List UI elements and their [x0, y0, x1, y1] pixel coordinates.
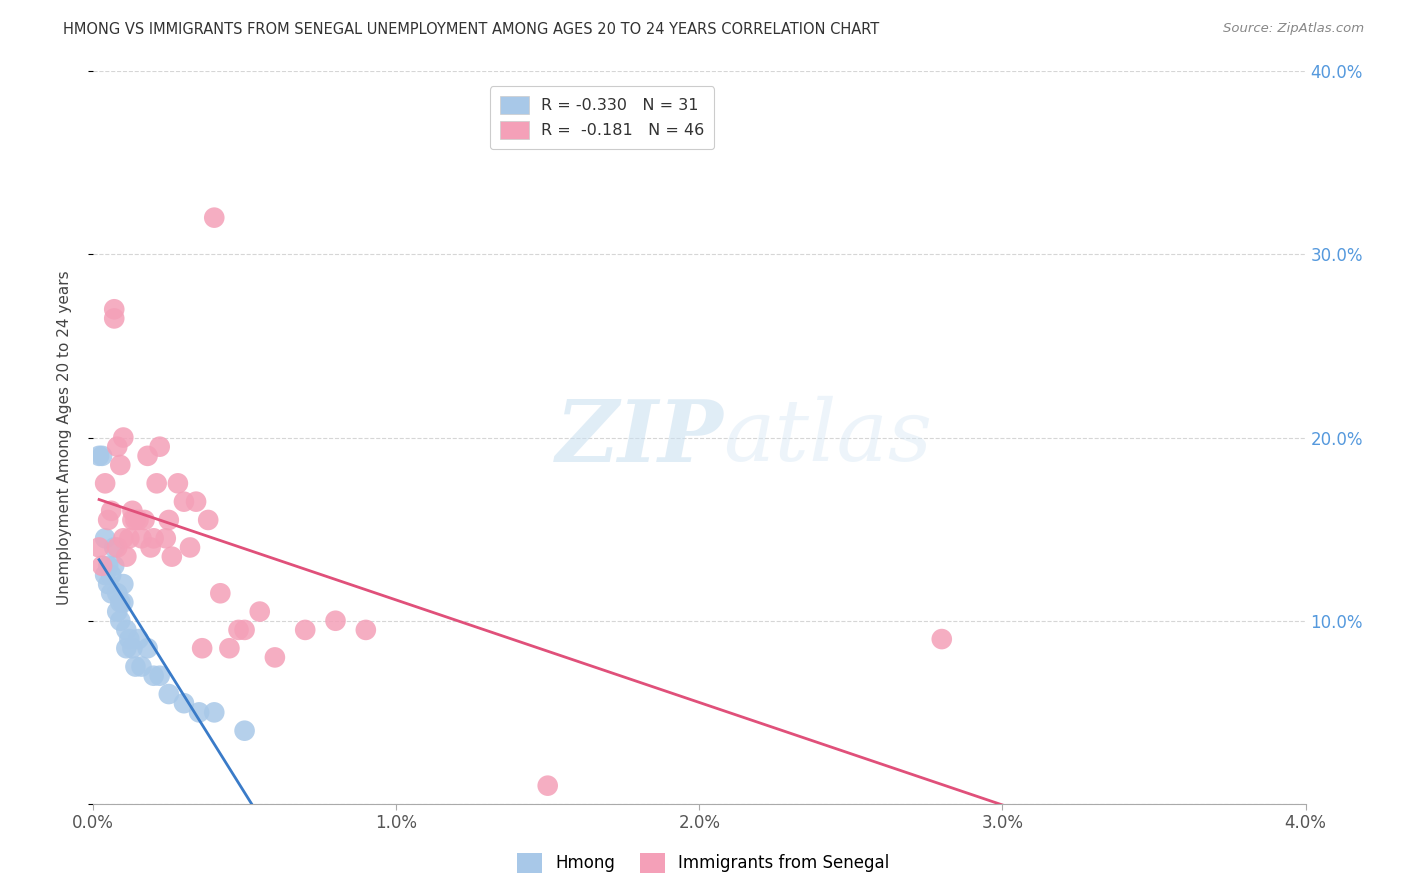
Point [100, 504, 122, 518]
Point [228, 623, 250, 637]
Point [149, 669, 172, 683]
Point [103, 302, 125, 317]
Point [202, 211, 225, 225]
Point [100, 568, 122, 582]
Point [124, 659, 146, 673]
Point [233, 723, 256, 738]
Text: HMONG VS IMMIGRANTS FROM SENEGAL UNEMPLOYMENT AMONG AGES 20 TO 24 YEARS CORRELAT: HMONG VS IMMIGRANTS FROM SENEGAL UNEMPLO… [63, 22, 880, 37]
Point [100, 586, 122, 600]
Point [112, 531, 135, 545]
Point [121, 513, 143, 527]
Point [110, 458, 132, 472]
Point [112, 577, 135, 591]
Point [115, 623, 138, 637]
Legend: R = -0.330   N = 31, R =  -0.181   N = 46: R = -0.330 N = 31, R = -0.181 N = 46 [491, 87, 714, 149]
Legend: Hmong, Immigrants from Senegal: Hmong, Immigrants from Senegal [510, 847, 896, 880]
Point [115, 549, 138, 564]
Point [94, 531, 117, 545]
Point [94, 568, 117, 582]
Point [103, 311, 125, 326]
Point [91, 558, 114, 573]
Point [121, 641, 143, 656]
Point [325, 614, 347, 628]
Point [97, 558, 120, 573]
Point [127, 513, 149, 527]
Point [145, 476, 167, 491]
Point [167, 476, 190, 491]
Point [179, 541, 201, 555]
Point [131, 531, 153, 545]
Point [218, 641, 240, 656]
Point [191, 641, 214, 656]
Point [91, 449, 114, 463]
Point [131, 659, 153, 673]
Point [136, 449, 159, 463]
Point [105, 605, 128, 619]
Point [184, 494, 207, 508]
Point [264, 650, 287, 665]
Point [103, 541, 125, 555]
Point [121, 504, 143, 518]
Point [155, 531, 177, 545]
Point [97, 577, 120, 591]
Point [157, 513, 180, 527]
Text: ZIP: ZIP [555, 396, 724, 479]
Point [105, 440, 128, 454]
Point [139, 541, 162, 555]
Text: Source: ZipAtlas.com: Source: ZipAtlas.com [1223, 22, 1364, 36]
Point [118, 632, 141, 646]
Point [118, 531, 141, 545]
Point [354, 623, 377, 637]
Point [124, 513, 146, 527]
Point [115, 641, 138, 656]
Point [105, 586, 128, 600]
Point [127, 632, 149, 646]
Point [537, 779, 560, 793]
Point [173, 494, 195, 508]
Point [136, 641, 159, 656]
Point [294, 623, 316, 637]
Point [188, 706, 211, 720]
Point [112, 430, 135, 444]
Point [149, 440, 172, 454]
Point [233, 623, 256, 637]
Point [94, 476, 117, 491]
Point [202, 706, 225, 720]
Point [157, 687, 180, 701]
Point [160, 549, 183, 564]
Point [249, 605, 271, 619]
Point [173, 696, 195, 710]
Point [97, 513, 120, 527]
Point [110, 595, 132, 609]
Point [103, 558, 125, 573]
Point [112, 595, 135, 609]
Point [87, 541, 110, 555]
Point [142, 531, 165, 545]
Point [142, 669, 165, 683]
Point [197, 513, 219, 527]
Point [87, 449, 110, 463]
Point [105, 541, 128, 555]
Point [209, 586, 232, 600]
Point [931, 632, 953, 646]
Y-axis label: Unemployment Among Ages 20 to 24 years: Unemployment Among Ages 20 to 24 years [58, 270, 72, 605]
Text: atlas: atlas [724, 396, 932, 479]
Point [134, 513, 156, 527]
Point [110, 614, 132, 628]
